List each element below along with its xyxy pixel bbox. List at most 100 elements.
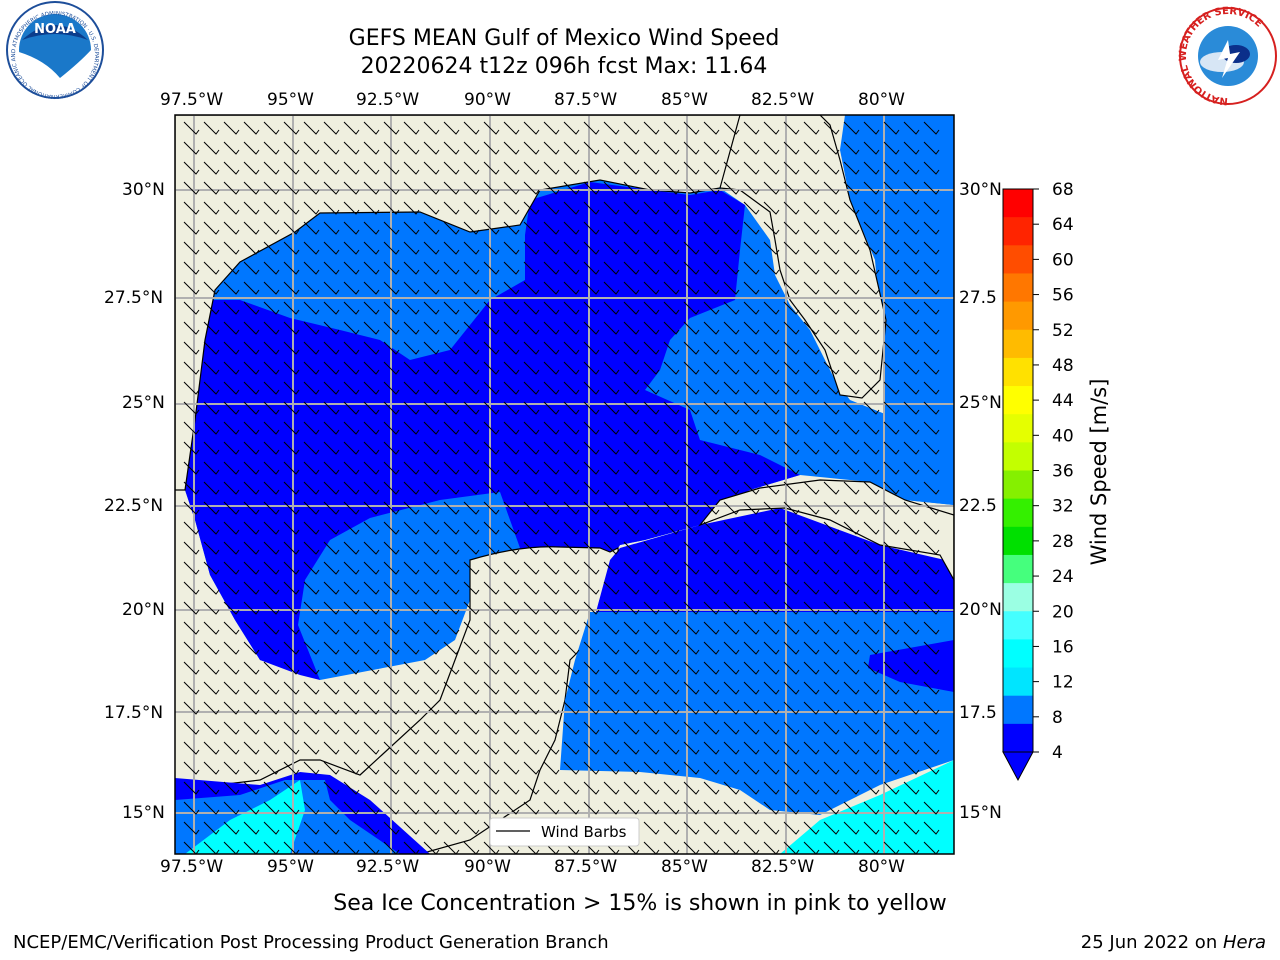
wind-barb [283,441,300,455]
wind-barb [423,741,440,755]
wind-barb [883,621,900,635]
lon-label-bottom: 85°W [661,857,708,877]
wind-barb [543,701,560,715]
wind-barb [683,601,700,615]
wind-barb [843,321,860,335]
wind-barb [363,641,380,655]
wind-barb [223,221,240,235]
wind-barb [283,661,300,675]
wind-barb [643,641,660,655]
wind-barb [323,301,340,315]
wind-barb [643,321,660,335]
wind-barb [423,501,440,515]
wind-barb [663,601,680,615]
wind-barb [383,621,400,635]
wind-barb [683,401,700,415]
wind-barb [363,181,380,195]
wind-barb [643,461,660,475]
wind-barb [603,621,620,635]
wind-barb [403,501,420,515]
wind-barb [563,181,580,195]
wind-barb [243,661,260,675]
wind-barb [243,421,260,435]
wind-barb [203,121,220,135]
wind-barb [923,481,940,495]
wind-barb [723,401,740,415]
wind-barb [783,201,800,215]
wind-barb [223,121,240,135]
wind-barb [803,381,820,395]
wind-barb [723,321,740,335]
wind-barb [423,241,440,255]
wind-barb [643,141,660,155]
colorbar-tick-label: 48 [1052,356,1074,376]
wind-barb [503,501,520,515]
lat-label-left: 22.5°N [104,496,164,516]
wind-barb [703,561,720,575]
wind-barb [683,481,700,495]
wind-barb [583,701,600,715]
wind-barb [603,261,620,275]
wind-barb [863,621,880,635]
wind-barb [523,361,540,375]
wind-barb [903,321,920,335]
wind-barb [763,821,780,835]
wind-barb [663,461,680,475]
wind-barb [443,221,460,235]
wind-barb [783,681,800,695]
wind-barb [823,621,840,635]
wind-barb [403,561,420,575]
lon-label-bottom: 80°W [858,857,905,877]
wind-barb [643,501,660,515]
wind-barb [403,401,420,415]
wind-barb [363,841,380,854]
wind-barb [503,401,520,415]
wind-barb [883,341,900,355]
wind-barb [223,181,240,195]
wind-barb [663,141,680,155]
wind-barb [823,841,840,854]
wind-barb [723,221,740,235]
wind-barb [503,581,520,595]
wind-barb [683,281,700,295]
wind-barb [423,461,440,475]
colorbar-extend-triangle [1002,751,1034,782]
wind-barb [863,161,880,175]
wind-barb [643,301,660,315]
wind-barb [923,841,940,854]
wind-barb [323,181,340,195]
wind-barb [923,441,940,455]
wind-barb [643,261,660,275]
wind-barb [403,701,420,715]
wind-barb [843,761,860,775]
wind-barb [823,581,840,595]
wind-barb [663,741,680,755]
wind-barb [343,721,360,735]
wind-barb [763,201,780,215]
wind-barb [583,421,600,435]
wind-barb [343,501,360,515]
wind-barb [503,221,520,235]
wind-barb [383,361,400,375]
wind-barb [443,521,460,535]
colorbar-segment [1003,554,1033,584]
wind-barb [783,801,800,815]
wind-barb [743,181,760,195]
wind-barb [563,161,580,175]
wind-barb [463,781,480,795]
wind-barb [703,441,720,455]
wind-barb [483,321,500,335]
wind-barb [323,221,340,235]
wind-barb [783,601,800,615]
colorbar-tick-label: 52 [1052,321,1074,341]
wind-barb [463,801,480,815]
wind-barb [903,141,920,155]
wind-barb [623,141,640,155]
wind-barb [223,321,240,335]
wind-barb [503,481,520,495]
wind-barb [663,721,680,735]
wind-barb [383,801,400,815]
wind-barb [843,221,860,235]
wind-barb [383,121,400,135]
wind-barb [723,721,740,735]
